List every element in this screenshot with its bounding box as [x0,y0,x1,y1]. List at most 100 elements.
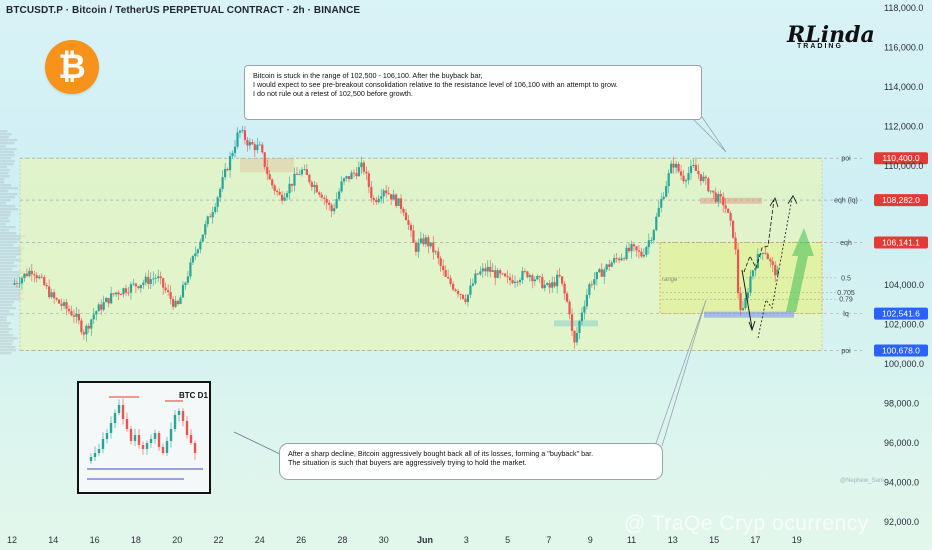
x-tick-label: 12 [7,535,17,545]
candle-body [256,144,259,151]
candle-body [236,132,239,147]
volume-profile-bar [0,316,7,319]
candle-body [575,332,579,343]
inset-candle-body [141,445,145,449]
candle-body [414,242,418,252]
candle-body [675,163,678,168]
candle-body [253,144,256,151]
candle-body [370,186,373,198]
candle-body [513,281,517,284]
volume-profile-bar [0,214,11,217]
volume-profile-bar [0,322,12,325]
volume-profile-bar [0,160,15,163]
candle-body [335,198,338,209]
level-price-badge [874,152,928,165]
inset-candle-body [169,429,173,441]
candle-body [424,237,427,245]
candle-body [174,300,177,307]
arrowhead [769,197,779,208]
inset-candle-body [153,433,157,439]
candle-body [65,302,68,309]
candle-body [751,270,755,277]
candle-body [323,197,326,199]
note-top: Bitcoin is stuck in the range of 102,500… [244,65,702,120]
candle-body [117,292,120,295]
inset-candle-body [121,405,125,419]
candle-body [412,230,415,243]
candle-body [330,204,333,212]
candle-body [45,285,48,287]
candle-body [281,194,284,201]
candle-body [238,130,242,133]
candle-body [665,186,668,197]
volume-profile-bar [0,211,11,214]
candle-body [60,303,63,306]
candle-body [466,294,470,303]
level-price-label: 108,282.0 [882,195,920,205]
volume-profile-bar [0,151,14,154]
candle-body [774,264,777,276]
inset-candle-body [185,421,189,435]
candle-body [293,173,296,186]
candle-body [295,173,299,175]
candle-body [580,312,584,322]
candle-body [531,275,534,282]
inset-candle-body [161,447,165,453]
candle-body [613,258,616,263]
volume-profile-bar [0,235,26,238]
volume-profile-bar [0,286,20,289]
candle-body [724,205,727,209]
candle-body [615,258,618,259]
candle-body [402,208,405,213]
note-bottom-line-1: After a sharp decline, Bitcoin aggressiv… [288,449,594,458]
volume-profile-bar [0,256,17,259]
candle-body [630,244,633,252]
candle-body [214,206,217,213]
candle-body [684,180,688,182]
candle-body [729,212,732,221]
candle-body [578,321,581,333]
level-price-label: 110,400.0 [882,153,919,163]
volume-profile-bar [0,232,17,235]
candle-body [33,274,36,276]
level-name: lq [843,311,849,318]
inset-candle-body [189,435,193,443]
candle-body [719,194,722,197]
x-tick-label: 7 [546,535,551,545]
volume-profile-bar [0,190,8,193]
candle-body [53,292,56,299]
candle-body [132,283,135,285]
candle-body [546,283,549,285]
candle-body [712,190,715,193]
volume-profile-bar [0,259,24,262]
volume-profile-bar [0,352,12,355]
candle-body [179,297,182,305]
candle-body [595,272,598,280]
candle-body [40,276,43,278]
volume-profile-bar [0,217,9,220]
candle-body [313,184,316,187]
candle-body [533,279,536,282]
candle-body [204,224,207,235]
candle-body [565,293,569,302]
inset-btc-d1: BTC D1 [77,381,211,494]
candle-body [672,163,675,168]
author-credit: @Nephew_Sam_ [840,478,888,484]
candle-body [451,283,455,290]
candle-body [129,284,133,293]
candle-body [707,178,710,192]
candle-body [409,224,413,231]
range-label: range [662,277,678,283]
candle-body [593,279,596,285]
y-tick-label: 102,000.0 [884,319,924,329]
watermark-text: @ TraQe Cryp ocurrency [624,512,869,535]
x-tick-label: 15 [709,535,719,545]
projection-down-arrow [741,269,753,329]
candle-body [486,266,489,272]
level-price-badge [874,194,928,207]
candle-body [95,311,98,315]
candle-body [149,279,152,284]
candle-body [608,264,611,267]
